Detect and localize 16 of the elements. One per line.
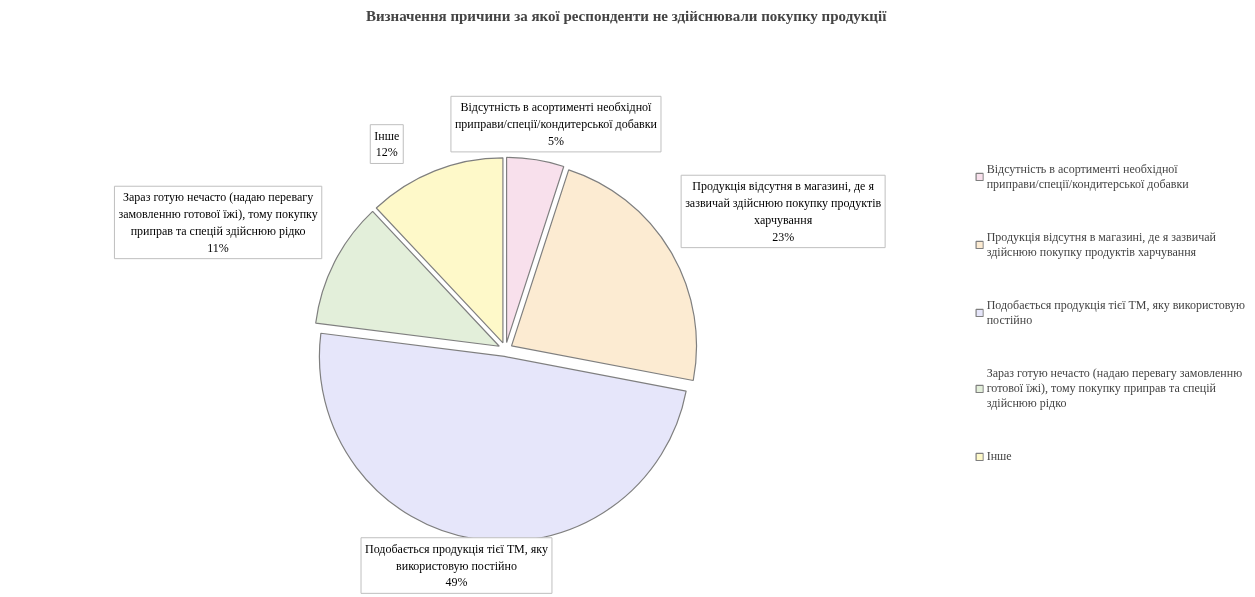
slice-label: Відсутність в асортименті необхідної приправи/спеції/кондитерської добавки: [454, 100, 658, 132]
slice-label: Зараз готую нечасто (надаю перевагу замовленню готової їжі), тому покупку приправ та спецій здійснюю рідко: [118, 190, 318, 238]
legend-label: Відсутність в асортименті необхідної приправи/спеції/кондитерської добавки: [986, 161, 1189, 192]
slice-label: Подобається продукція тієї ТМ, яку використовую постійно: [365, 541, 548, 573]
legend-label: Інше: [986, 448, 1012, 464]
chart-title: Визначення причини за якої респонденти не здійснювали покупку продукції: [365, 7, 888, 24]
data-label: 5%: [547, 133, 564, 148]
legend-label: Зараз готую нечасто (надаю перевагу замовленню готової їжі), тому покупку приправ та спецій здійснюю рідко: [986, 365, 1243, 411]
data-label: 23%: [772, 229, 795, 244]
data-label: 11%: [207, 240, 229, 255]
slice-label: Продукція відсутня в магазині, де я зазвичай здійснюю покупку продуктів харчування: [685, 179, 882, 227]
data-label: 49%: [445, 575, 468, 590]
legend-label: Продукція відсутня в магазині, де я зазвичай здійснюю покупку продуктів харчування: [986, 229, 1216, 260]
data-label: 12%: [375, 145, 398, 160]
legend-label: Подобається продукція тієї ТМ, яку використовую постійно: [986, 297, 1245, 328]
slice-label: Інше: [374, 128, 400, 143]
